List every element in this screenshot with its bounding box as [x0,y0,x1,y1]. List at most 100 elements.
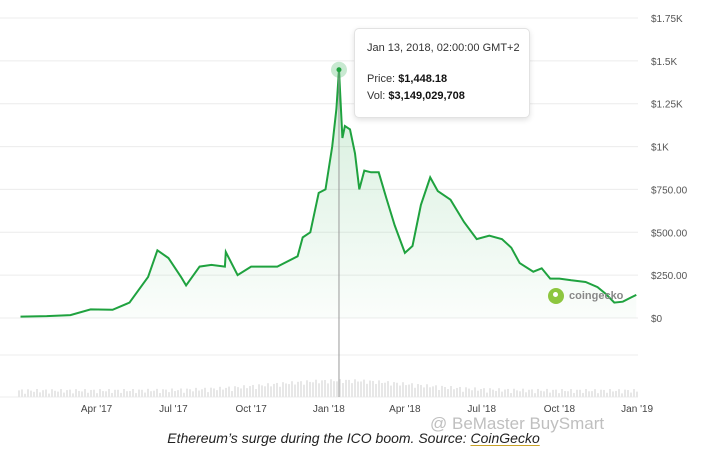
volume-bar [315,379,317,397]
volume-bar [90,389,92,397]
volume-bar [348,379,350,397]
volume-bar [243,385,245,397]
chart-caption: Ethereum’s surge during the ICO boom. So… [0,430,707,446]
volume-bar [93,389,95,397]
source-link[interactable]: CoinGecko [470,430,540,446]
volume-bar [165,389,167,397]
volume-bar [363,379,365,397]
volume-bar [318,383,320,397]
volume-bar [237,387,239,397]
volume-bar [480,388,482,397]
y-tick-label: $1K [651,143,669,154]
volume-bar [84,389,86,397]
volume-bar [51,389,53,397]
volume-bar [468,388,470,397]
volume-bar [351,383,353,397]
volume-bar [48,393,50,397]
volume-bar [63,392,65,397]
volume-bar [435,385,437,397]
volume-bar [501,391,503,397]
y-tick-label: $1.25K [651,100,683,111]
volume-bar [57,391,59,397]
x-tick-label: Jan '18 [313,404,345,415]
volume-bar [612,391,614,397]
volume-bar [54,390,56,397]
volume-bar [36,389,38,397]
x-tick-label: Oct '17 [235,404,267,415]
y-tick-label: $1.5K [651,57,677,68]
volume-bar [24,393,26,397]
volume-bar [546,388,548,397]
y-tick-label: $750.00 [651,185,688,196]
volume-bar [291,381,293,397]
volume-bar [477,390,479,397]
volume-bar [132,389,134,397]
volume-bar [216,390,218,397]
volume-bar [441,385,443,397]
volume-bar [618,389,620,397]
volume-bar [276,382,278,397]
price-area-fill [20,69,637,318]
volume-bar [264,386,266,397]
volume-bar [522,388,524,397]
volume-bar [375,383,377,397]
volume-bar [150,391,152,397]
volume-bar [516,390,518,397]
volume-bar [168,392,170,397]
volume-bar [72,393,74,397]
volume-bar [534,393,536,397]
volume-bar [60,389,62,397]
volume-bar [402,382,404,397]
volume-bar [627,390,629,397]
volume-bar [411,383,413,397]
volume-bar [336,381,338,397]
volume-bar [231,391,233,397]
volume-bar [42,390,44,397]
volume-bar [579,389,581,397]
hover-point[interactable] [336,67,342,73]
volume-bar [396,382,398,397]
tooltip-price-label: Price: [367,73,396,85]
volume-bar [78,390,80,397]
volume-bar [204,387,206,397]
x-tick-label: Jan '19 [621,404,653,415]
volume-bar [297,381,299,397]
y-tick-label: $500.00 [651,228,688,239]
volume-bar [597,393,599,397]
volume-bar [285,383,287,397]
volume-bar [453,389,455,397]
volume-bar [630,392,632,397]
volume-bar [261,385,263,397]
volume-bar [588,391,590,397]
volume-bar [279,386,281,397]
volume-bar [378,380,380,397]
volume-bar [591,391,593,397]
volume-bar [180,388,182,397]
y-tick-label: $1.75K [651,14,683,25]
volume-bar [267,383,269,397]
volume-bar [339,379,341,397]
volume-bar [372,380,374,397]
volume-bar [102,391,104,397]
volume-bar [45,389,47,397]
volume-bar [330,379,332,397]
volume-bar [189,389,191,397]
volume-bar [87,392,89,397]
volume-bar [126,391,128,397]
volume-bar [513,388,515,397]
volume-bar [294,384,296,397]
volume-bar [354,379,356,397]
volume-bar [147,388,149,397]
volume-bar [156,388,158,397]
volume-bar [21,389,23,397]
volume-bar [561,389,563,397]
volume-bar [114,389,116,397]
volume-bar [201,389,203,397]
volume-bar [504,389,506,397]
volume-bar [303,384,305,397]
volume-bar [225,387,227,397]
y-tick-label: $0 [651,314,663,325]
volume-bar [615,390,617,397]
x-tick-label: Apr '18 [389,404,421,415]
